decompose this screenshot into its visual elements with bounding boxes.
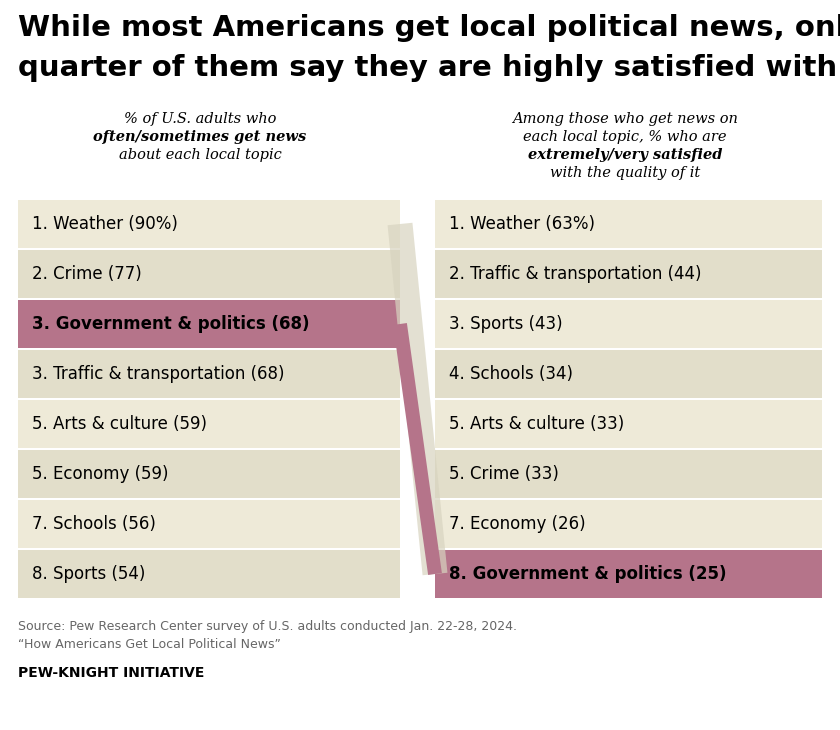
Text: each local topic, % who are: each local topic, % who are: [523, 130, 727, 144]
Text: extremely/very satisfied: extremely/very satisfied: [528, 148, 722, 162]
Text: quarter of them say they are highly satisfied with it: quarter of them say they are highly sati…: [18, 54, 840, 82]
Bar: [18, 450, 400, 498]
Text: often/sometimes get news: often/sometimes get news: [93, 130, 307, 144]
Bar: [435, 350, 822, 398]
Text: 3. Traffic & transportation (68): 3. Traffic & transportation (68): [32, 365, 285, 383]
Bar: [18, 500, 400, 548]
Bar: [18, 248, 400, 250]
Text: about each local topic: about each local topic: [118, 148, 281, 162]
Bar: [435, 400, 822, 448]
Text: 3. Sports (43): 3. Sports (43): [449, 315, 563, 333]
Text: 7. Schools (56): 7. Schools (56): [32, 515, 156, 533]
Bar: [435, 498, 822, 500]
Bar: [435, 398, 822, 400]
Text: Source: Pew Research Center survey of U.S. adults conducted Jan. 22-28, 2024.: Source: Pew Research Center survey of U.…: [18, 620, 517, 633]
Bar: [18, 300, 400, 348]
Text: 2. Traffic & transportation (44): 2. Traffic & transportation (44): [449, 265, 701, 283]
Text: “How Americans Get Local Political News”: “How Americans Get Local Political News”: [18, 638, 281, 651]
Text: 2. Crime (77): 2. Crime (77): [32, 265, 142, 283]
Text: with the quality of it: with the quality of it: [550, 166, 700, 180]
Bar: [435, 448, 822, 450]
Text: 5. Economy (59): 5. Economy (59): [32, 465, 169, 483]
Text: 8. Government & politics (25): 8. Government & politics (25): [449, 565, 727, 583]
Text: PEW-KNIGHT INITIATIVE: PEW-KNIGHT INITIATIVE: [18, 666, 204, 680]
Text: 4. Schools (34): 4. Schools (34): [449, 365, 573, 383]
Bar: [18, 448, 400, 450]
Text: 3. Government & politics (68): 3. Government & politics (68): [32, 315, 309, 333]
Text: 8. Sports (54): 8. Sports (54): [32, 565, 145, 583]
Text: 5. Arts & culture (59): 5. Arts & culture (59): [32, 415, 207, 433]
Bar: [435, 298, 822, 300]
Bar: [435, 348, 822, 350]
Bar: [18, 548, 400, 550]
Bar: [18, 550, 400, 598]
Text: 5. Crime (33): 5. Crime (33): [449, 465, 559, 483]
Bar: [435, 250, 822, 298]
Bar: [18, 400, 400, 448]
Bar: [435, 500, 822, 548]
Bar: [18, 200, 400, 248]
Text: While most Americans get local political news, only a: While most Americans get local political…: [18, 14, 840, 42]
Bar: [435, 548, 822, 550]
Bar: [435, 300, 822, 348]
Text: % of U.S. adults who: % of U.S. adults who: [123, 112, 276, 126]
Bar: [18, 298, 400, 300]
Bar: [435, 550, 822, 598]
Text: 7. Economy (26): 7. Economy (26): [449, 515, 585, 533]
Bar: [18, 348, 400, 350]
Bar: [18, 398, 400, 400]
Text: 5. Arts & culture (33): 5. Arts & culture (33): [449, 415, 624, 433]
Bar: [18, 350, 400, 398]
Bar: [435, 200, 822, 248]
Bar: [18, 250, 400, 298]
Text: 1. Weather (90%): 1. Weather (90%): [32, 215, 178, 233]
Text: Among those who get news on: Among those who get news on: [512, 112, 738, 126]
Text: 1. Weather (63%): 1. Weather (63%): [449, 215, 595, 233]
Bar: [18, 498, 400, 500]
Bar: [435, 450, 822, 498]
Bar: [435, 248, 822, 250]
